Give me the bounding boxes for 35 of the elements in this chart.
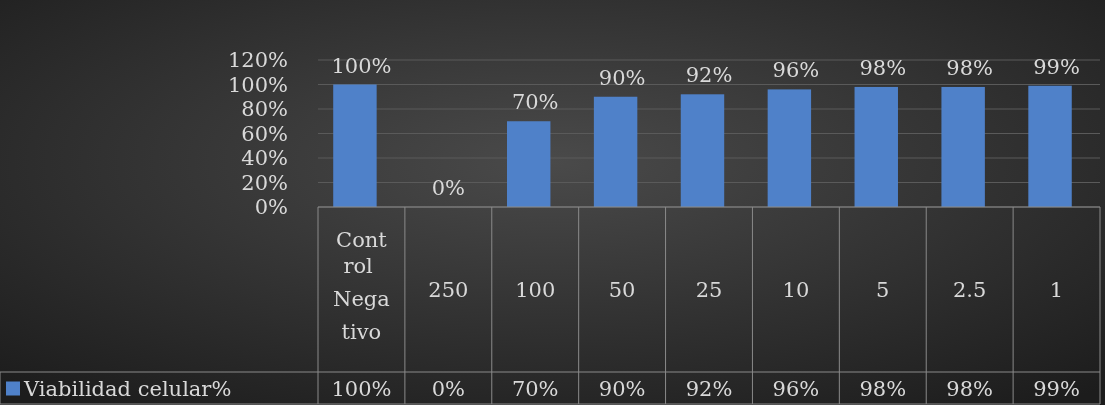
y-tick-label: 0% bbox=[254, 195, 288, 220]
x-tick-label: 2.5 bbox=[952, 277, 987, 302]
x-tick-label: 5 bbox=[876, 277, 890, 302]
data-label: 90% bbox=[598, 376, 646, 401]
x-tick-label: Control Negativo bbox=[333, 228, 390, 344]
data-label: 100% bbox=[331, 376, 392, 401]
y-tick-label: 120% bbox=[227, 48, 288, 73]
y-tick-label: 40% bbox=[241, 146, 288, 171]
data-label: 70% bbox=[511, 376, 559, 401]
data-label: 92% bbox=[685, 376, 733, 401]
data-label: 96% bbox=[772, 376, 820, 401]
text: 99% bbox=[1033, 54, 1080, 79]
x-tick-label: 250 bbox=[428, 277, 469, 302]
y-tick-label: 20% bbox=[241, 170, 288, 195]
text: 0% bbox=[431, 176, 465, 200]
y-tick-label: 60% bbox=[241, 121, 288, 146]
text: 96% bbox=[772, 58, 820, 83]
x-tick-label: 100 bbox=[515, 277, 556, 302]
x-tick-label: 25 bbox=[695, 277, 723, 302]
x-tick-label: 10 bbox=[782, 277, 810, 302]
y-tick-label: 100% bbox=[227, 72, 288, 97]
text: 98% bbox=[859, 55, 907, 80]
data-label: 98% bbox=[946, 376, 994, 401]
text: 90% bbox=[598, 65, 646, 90]
data-label: 99% bbox=[1033, 376, 1080, 401]
x-tick-label: 50 bbox=[608, 277, 636, 302]
legend-label: Viabilidad celular% bbox=[23, 376, 232, 401]
text: 92% bbox=[685, 63, 733, 88]
y-tick-label: 80% bbox=[241, 97, 288, 122]
data-label: 0% bbox=[431, 376, 465, 401]
text: 98% bbox=[946, 55, 994, 80]
text: 100% bbox=[331, 53, 392, 78]
text: 70% bbox=[511, 90, 559, 115]
x-tick-label: 1 bbox=[1049, 277, 1064, 302]
data-label: 98% bbox=[859, 376, 907, 401]
